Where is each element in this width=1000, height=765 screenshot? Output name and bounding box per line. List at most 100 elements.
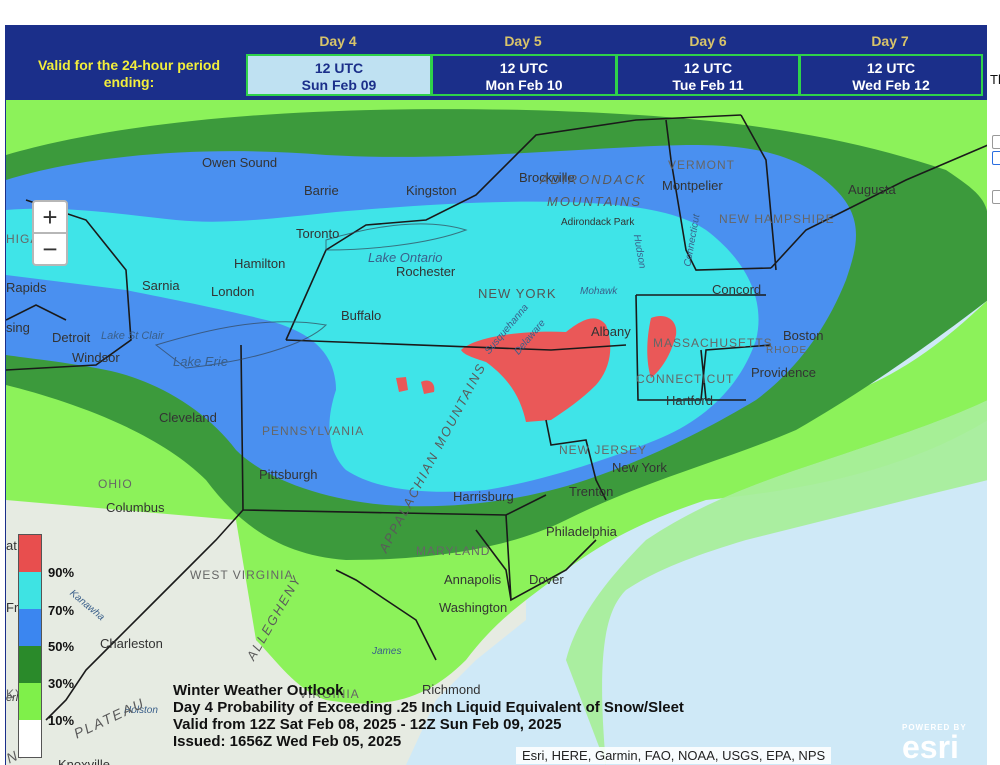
state-label: CONNECTICUT (636, 372, 735, 386)
place-label: Augusta (848, 182, 896, 197)
zoom-in-button[interactable]: + (32, 200, 68, 234)
prob-90-area-ma (647, 315, 677, 378)
valid-period-label: Valid for the 24-hour period ending: (37, 57, 221, 90)
right-panel-text: Th (990, 72, 1000, 87)
legend-label-90: 90% (48, 565, 75, 580)
place-label: sing (6, 320, 30, 335)
place-label: London (211, 284, 255, 299)
legend-label-50: 50% (48, 639, 75, 654)
esri-logo: POWERED BY esri (902, 723, 982, 763)
legend-label-70: 70% (48, 603, 75, 618)
legend-swatch-50 (19, 609, 41, 646)
region-label: ADIRONDACK (540, 172, 647, 187)
state-label: VIRGINIA (299, 687, 360, 701)
legend-label-30: 30% (48, 676, 75, 691)
lake-outlines (154, 223, 468, 369)
probability-map[interactable]: Owen Sound Barrie Kingston Brockville Mo… (6, 100, 988, 765)
place-label: Rochester (396, 264, 456, 279)
place-label: Detroit (52, 330, 91, 345)
place-label: Charleston (100, 636, 163, 651)
day4-label: Day 4 (319, 33, 357, 49)
prob-90-area-small2 (421, 380, 435, 394)
day7-label: Day 7 (871, 33, 909, 49)
place-label: Barrie (304, 183, 339, 198)
state-label: NEW JERSEY (559, 443, 648, 457)
state-label: MASSACHUSETTS (653, 336, 773, 350)
state-label: OHIO (98, 477, 133, 491)
place-label: Boston (783, 328, 824, 343)
place-label: Washington (439, 600, 508, 615)
day6-label: Day 6 (689, 33, 727, 49)
boundary-lines (6, 114, 988, 721)
map-subtitle: Day 4 Probability of Exceeding .25 Inch … (173, 699, 684, 716)
place-label: Concord (712, 282, 762, 297)
map-attribution: Esri, HERE, Garmin, FAO, NOAA, USGS, EPA… (516, 747, 832, 764)
tab-day5[interactable]: 12 UTC Mon Feb 10 (431, 54, 617, 96)
state-label: PENNSYLVANIA (262, 424, 365, 438)
place-label: Hamilton (234, 256, 286, 271)
place-label: Columbus (106, 500, 165, 515)
zoom-out-button[interactable]: − (32, 232, 68, 266)
map-title: Winter Weather Outlook (173, 682, 344, 699)
layer-checkbox[interactable] (992, 135, 1000, 149)
day-selector-header: Valid for the 24-hour period ending: Day… (6, 25, 988, 100)
legend-swatch-70 (19, 572, 41, 609)
tab-day5-time: 12 UTC (499, 60, 549, 76)
map-frame: Valid for the 24-hour period ending: Day… (5, 25, 988, 765)
place-label: Annapolis (444, 572, 502, 587)
issued-time: Issued: 1656Z Wed Feb 05, 2025 (173, 733, 402, 750)
place-label: Owen Sound (202, 155, 278, 170)
river-label: Holston (124, 705, 158, 716)
esri-powered-by: POWERED BY (902, 723, 967, 732)
place-label: Toronto (296, 226, 340, 241)
state-label: NEW YORK (478, 286, 557, 301)
state-label: MARYLAND (416, 544, 491, 558)
place-label: Harrisburg (453, 489, 514, 504)
legend-label-10: 10% (48, 713, 75, 728)
state-label: VERMONT (668, 158, 735, 172)
legend-swatch-10 (19, 683, 41, 720)
tab-day6-date: Tue Feb 11 (672, 77, 744, 93)
tab-day7[interactable]: 12 UTC Wed Feb 12 (799, 54, 983, 96)
tab-day4[interactable]: 12 UTC Sun Feb 09 (246, 54, 432, 96)
map-canvas (6, 100, 988, 765)
place-label: Adirondack Park (561, 217, 635, 228)
place-label: Philadelphia (546, 524, 617, 539)
esri-wordmark: esri (902, 729, 959, 765)
place-label: Cleveland (159, 410, 217, 425)
place-label: Pittsburgh (259, 467, 318, 482)
prob-90-area-main (461, 318, 611, 422)
place-label: Trenton (569, 484, 614, 499)
legend-swatch-30 (19, 646, 41, 683)
tab-day7-time: 12 UTC (866, 60, 916, 76)
place-label: Richmond (422, 682, 481, 697)
place-label: Buffalo (341, 308, 382, 323)
place-label: Sarnia (142, 278, 180, 293)
legend-swatch-90 (19, 535, 41, 572)
tab-day6[interactable]: 12 UTC Tue Feb 11 (616, 54, 800, 96)
tab-day4-time: 12 UTC (314, 60, 364, 76)
prob-90-area-small1 (396, 377, 408, 392)
lake-label: Lake Erie (173, 354, 228, 369)
place-label: New York (612, 460, 667, 475)
place-label: Brockville (519, 170, 575, 185)
layer-checkbox[interactable] (992, 190, 1000, 204)
tab-day5-date: Mon Feb 10 (485, 77, 563, 93)
valid-range: Valid from 12Z Sat Feb 08, 2025 - 12Z Su… (173, 716, 562, 733)
place-label: Rapids (6, 280, 47, 295)
place-label: Dover (529, 572, 564, 587)
layer-checkbox[interactable] (992, 151, 1000, 165)
place-label: Hartford (666, 393, 713, 408)
day5-label: Day 5 (504, 33, 542, 49)
place-label: at (6, 538, 17, 553)
lake-label: Lake St Clair (101, 330, 164, 342)
river-label: Mohawk (580, 286, 618, 297)
place-label: Windsor (72, 350, 120, 365)
probability-legend (18, 534, 42, 758)
state-label: RHODE (766, 345, 808, 356)
tab-day7-date: Wed Feb 12 (852, 77, 930, 93)
place-label: Providence (751, 365, 817, 380)
place-label: Knoxville (58, 757, 111, 765)
right-panel (987, 25, 1000, 765)
lake-label: Lake Ontario (368, 250, 443, 265)
